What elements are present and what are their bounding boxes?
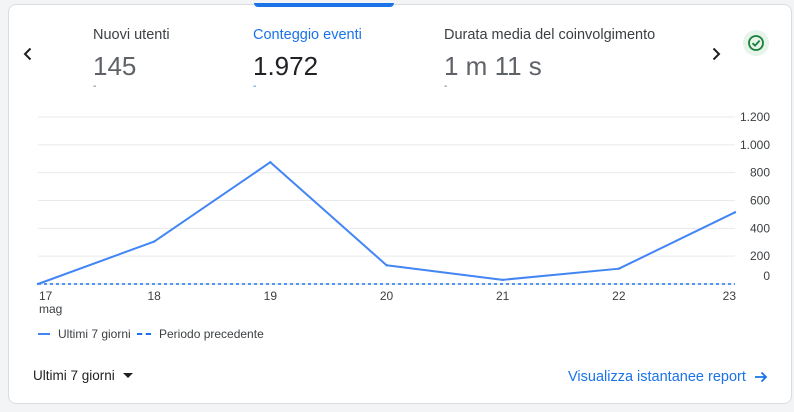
report-link-label: Visualizza istantanee report [568,369,746,385]
data-point [617,267,621,270]
x-tick-label: 18 [147,289,161,303]
date-range-dropdown[interactable]: Ultimi 7 giorni [33,368,133,383]
legend-solid-swatch [38,333,50,335]
metric-delta: - [93,81,97,92]
metric-label: Conteggio eventi [253,27,362,43]
x-tick-label: 22 [612,289,626,303]
y-tick-label: 400 [750,221,770,235]
metric-value: 1 m 11 s [444,51,542,81]
prev-metric-button[interactable] [16,40,40,68]
y-tick-label: 1.200 [740,110,770,124]
data-point [152,240,156,243]
legend-item-previous[interactable]: Periodo precedente [137,327,264,341]
x-tick-label: 19 [264,289,278,303]
metric-label: Nuovi utenti [93,27,170,43]
legend-label: Ultimi 7 giorni [58,327,131,341]
data-point [385,264,388,267]
metric-value: 145 [93,51,137,81]
view-report-snapshot-link[interactable]: Visualizza istantanee report [568,369,768,385]
data-point [733,211,737,214]
caret-down-icon [122,373,133,378]
x-tick-label: 23 [723,289,737,303]
metric-value: 1.972 [253,51,319,81]
y-tick-label: 600 [750,194,770,208]
data-point [269,161,272,164]
next-metric-button[interactable] [704,40,728,68]
active-tab-indicator [254,3,394,7]
metric-card [8,4,792,404]
x-tick-label: 21 [496,289,510,303]
metric-delta: - [444,81,448,92]
data-point [501,278,504,282]
date-range-label: Ultimi 7 giorni [33,368,115,383]
x-tick-label: 17 [39,289,53,303]
chevron-left-icon [23,47,32,61]
chevron-right-icon [712,47,721,61]
x-tick-label: 20 [380,289,394,303]
y-tick-label: 200 [750,249,770,263]
y-tick-label: 800 [750,166,770,180]
x-tick-sublabel: mag [39,302,62,316]
metric-new-users[interactable]: Nuovi utenti 145 - [93,27,170,92]
arrow-right-icon [754,371,768,383]
metric-delta: - [253,81,257,92]
y-tick-label: 1.000 [740,138,770,152]
legend-dashed-swatch [137,333,151,335]
check-circle-icon [748,35,764,51]
metric-avg-engagement[interactable]: Durata media del coinvolgimento 1 m 11 s… [444,27,655,92]
data-point [36,282,40,286]
legend-label: Periodo precedente [159,327,264,341]
metric-event-count[interactable]: Conteggio eventi 1.972 - [253,27,362,92]
metric-label: Durata media del coinvolgimento [444,27,656,43]
legend-item-current[interactable]: Ultimi 7 giorni [38,327,131,341]
y-tick-label: 0 [763,269,770,283]
status-check-badge[interactable] [743,30,769,56]
